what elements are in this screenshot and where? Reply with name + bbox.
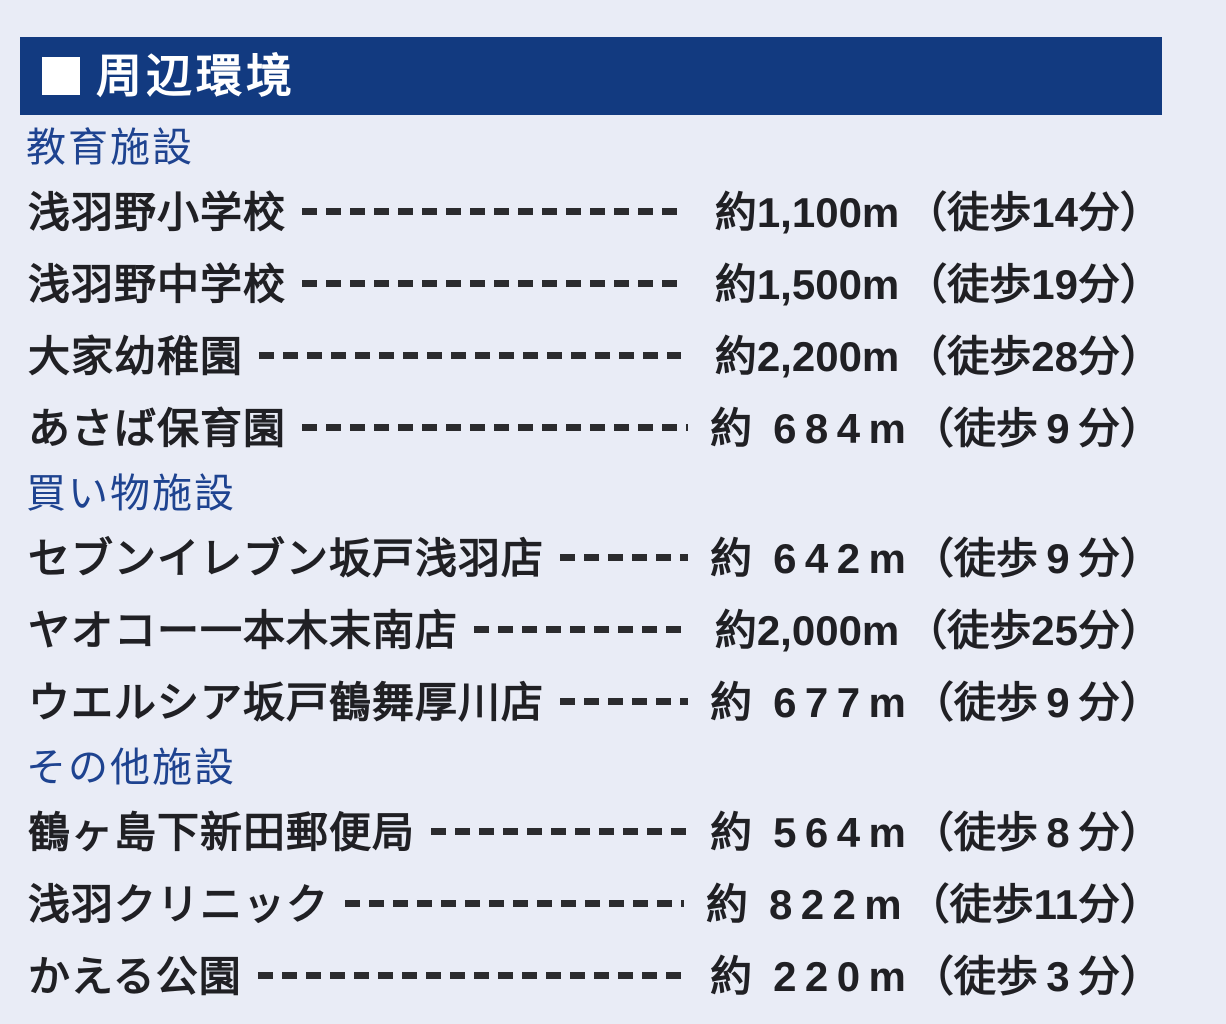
facility-row: ウエルシア坂戸鶴舞厚川店 約 6 7 7 m （徒歩 9 分） [20, 663, 1162, 735]
facility-distance: 約 8 2 2 m [705, 880, 902, 928]
section-education: 教育施設 浅羽野小学校 約1,100m （徒歩14分） 浅羽野中学校 約1,50… [20, 123, 1162, 461]
facility-row: 浅羽野小学校 約1,100m （徒歩14分） [20, 173, 1162, 245]
section-title: その他施設 [26, 745, 236, 790]
facility-distance: 約2,200m [714, 332, 900, 380]
facility-distance: 約 5 6 4 m [710, 808, 906, 856]
section-title: 買い物施設 [26, 471, 236, 516]
facility-walk-time: （徒歩 8 分） [911, 808, 1162, 856]
facility-distance: 約1,100m [714, 188, 900, 236]
facility-name: あさば保育園 [28, 404, 287, 452]
section-header-bar: 周辺環境 [20, 37, 1162, 115]
facility-walk-time: （徒歩 9 分） [911, 404, 1162, 452]
facility-row: 大家幼稚園 約2,200m （徒歩28分） [20, 317, 1162, 389]
facility-name: 浅羽野小学校 [28, 188, 287, 236]
facility-walk-time: （徒歩25分） [905, 606, 1162, 654]
dashed-leader [560, 553, 688, 561]
dashed-leader [259, 351, 682, 359]
section-shopping: 買い物施設 セブンイレブン坂戸浅羽店 約 6 4 2 m （徒歩 9 分） ヤオ… [20, 469, 1162, 735]
dashed-leader [474, 625, 682, 633]
facility-name: ウエルシア坂戸鶴舞厚川店 [28, 678, 545, 726]
facility-distance: 約1,500m [714, 260, 900, 308]
facility-name: かえる公園 [28, 952, 242, 1000]
facility-walk-time: （徒歩 9 分） [911, 678, 1162, 726]
dashed-leader [302, 279, 682, 287]
facility-distance: 約2,000m [714, 606, 900, 654]
facility-row: ヤオコー一本木末南店 約2,000m （徒歩25分） [20, 591, 1162, 663]
facility-name: 大家幼稚園 [28, 332, 244, 380]
dashed-leader [345, 899, 684, 907]
facility-name: 浅羽クリニック [28, 880, 330, 928]
facility-row: かえる公園 約 2 2 0 m （徒歩 3 分） [20, 937, 1162, 1009]
facility-name: セブンイレブン坂戸浅羽店 [28, 534, 545, 582]
section-other: その他施設 鶴ヶ島下新田郵便局 約 5 6 4 m （徒歩 8 分） 浅羽クリニ… [20, 743, 1162, 1009]
facility-distance: 約 6 7 7 m [710, 678, 906, 726]
dashed-leader [302, 423, 688, 431]
facility-walk-time: （徒歩28分） [905, 332, 1162, 380]
dashed-leader [431, 827, 688, 835]
facility-distance: 約 6 4 2 m [710, 534, 906, 582]
page-title: 周辺環境 [96, 50, 296, 102]
facility-walk-time: （徒歩11分） [907, 880, 1162, 928]
facility-distance: 約 2 2 0 m [710, 952, 906, 1000]
filled-square-icon [42, 57, 80, 95]
facility-row: セブンイレブン坂戸浅羽店 約 6 4 2 m （徒歩 9 分） [20, 519, 1162, 591]
facility-name: ヤオコー一本木末南店 [28, 606, 459, 654]
facility-distance: 約 6 8 4 m [710, 404, 906, 452]
facility-row: 鶴ヶ島下新田郵便局 約 5 6 4 m （徒歩 8 分） [20, 793, 1162, 865]
facility-walk-time: （徒歩 3 分） [911, 952, 1162, 1000]
facility-row: 浅羽野中学校 約1,500m （徒歩19分） [20, 245, 1162, 317]
section-title: 教育施設 [26, 125, 194, 170]
dashed-leader [302, 207, 682, 215]
facility-walk-time: （徒歩14分） [905, 188, 1162, 236]
facility-name: 鶴ヶ島下新田郵便局 [28, 808, 416, 856]
facility-row: あさば保育園 約 6 8 4 m （徒歩 9 分） [20, 389, 1162, 461]
facility-name: 浅羽野中学校 [28, 260, 287, 308]
facility-row: 浅羽クリニック 約 8 2 2 m （徒歩11分） [20, 865, 1162, 937]
facility-walk-time: （徒歩19分） [905, 260, 1162, 308]
dashed-leader [257, 971, 688, 979]
dashed-leader [560, 697, 688, 705]
facility-walk-time: （徒歩 9 分） [911, 534, 1162, 582]
